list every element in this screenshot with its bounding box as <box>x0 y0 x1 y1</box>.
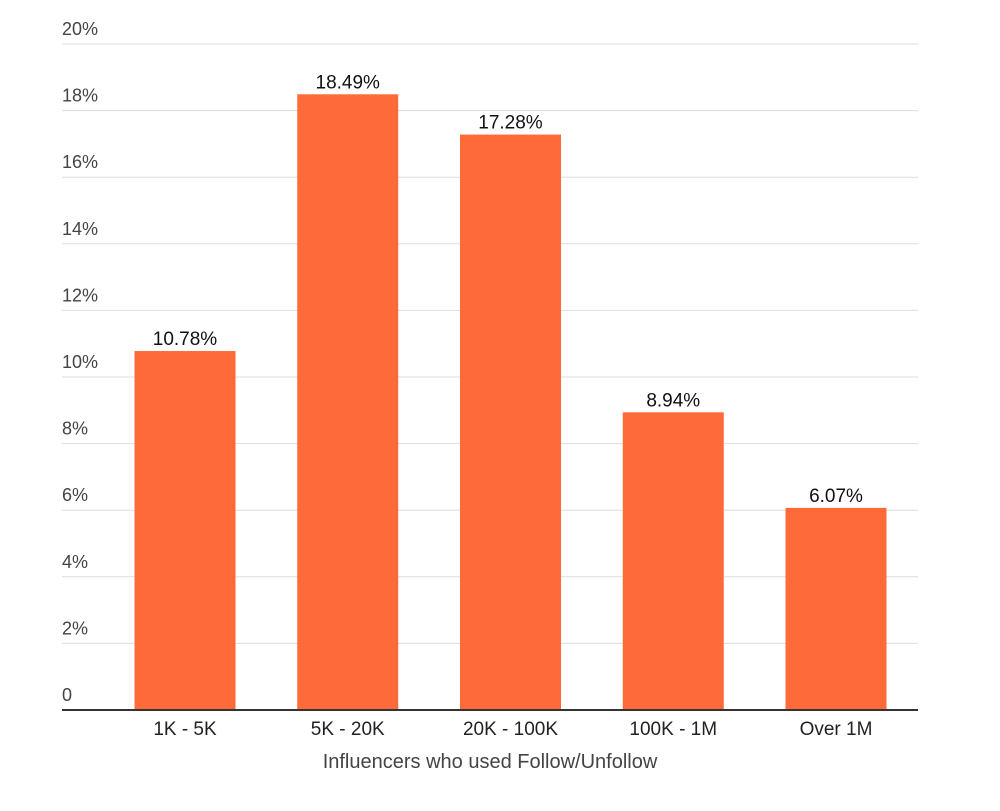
y-tick-label: 0 <box>62 685 72 705</box>
y-tick-label: 18% <box>62 86 98 106</box>
x-axis-title: Influencers who used Follow/Unfollow <box>323 751 658 773</box>
bar <box>460 134 561 711</box>
y-tick-label: 20% <box>62 19 98 39</box>
bar-value-label: 6.07% <box>809 486 863 507</box>
x-category-label: 100K - 1M <box>629 719 717 740</box>
bar <box>785 507 887 710</box>
x-category-label: Over 1M <box>800 719 873 740</box>
bar <box>134 351 236 710</box>
y-tick-label: 14% <box>62 219 98 239</box>
x-category-label: 20K - 100K <box>463 719 558 740</box>
y-tick-label: 2% <box>62 618 88 638</box>
y-tick-label: 16% <box>62 152 98 172</box>
bar-value-label: 10.78% <box>153 329 218 350</box>
y-tick-label: 8% <box>62 419 88 439</box>
data-labels: 10.78% 18.49% 17.28% 8.94% 6.07% <box>153 72 863 507</box>
bar-value-label: 17.28% <box>478 113 543 134</box>
y-axis-ticks: 0 2% 4% 6% 8% 10% 12% 14% 16% 18% 20% <box>62 19 98 705</box>
bars <box>134 94 887 711</box>
x-axis-categories: 1K - 5K 5K - 20K 20K - 100K 100K - 1M Over 1… <box>153 719 872 740</box>
y-tick-label: 12% <box>62 285 98 305</box>
bar <box>297 94 399 710</box>
y-tick-label: 10% <box>62 352 98 372</box>
bar-value-label: 18.49% <box>316 72 381 93</box>
bar-value-label: 8.94% <box>646 390 700 411</box>
x-category-label: 5K - 20K <box>311 719 385 740</box>
x-category-label: 1K - 5K <box>153 719 217 740</box>
y-tick-label: 4% <box>62 552 88 572</box>
y-tick-label: 6% <box>62 485 88 505</box>
bar <box>622 412 724 710</box>
